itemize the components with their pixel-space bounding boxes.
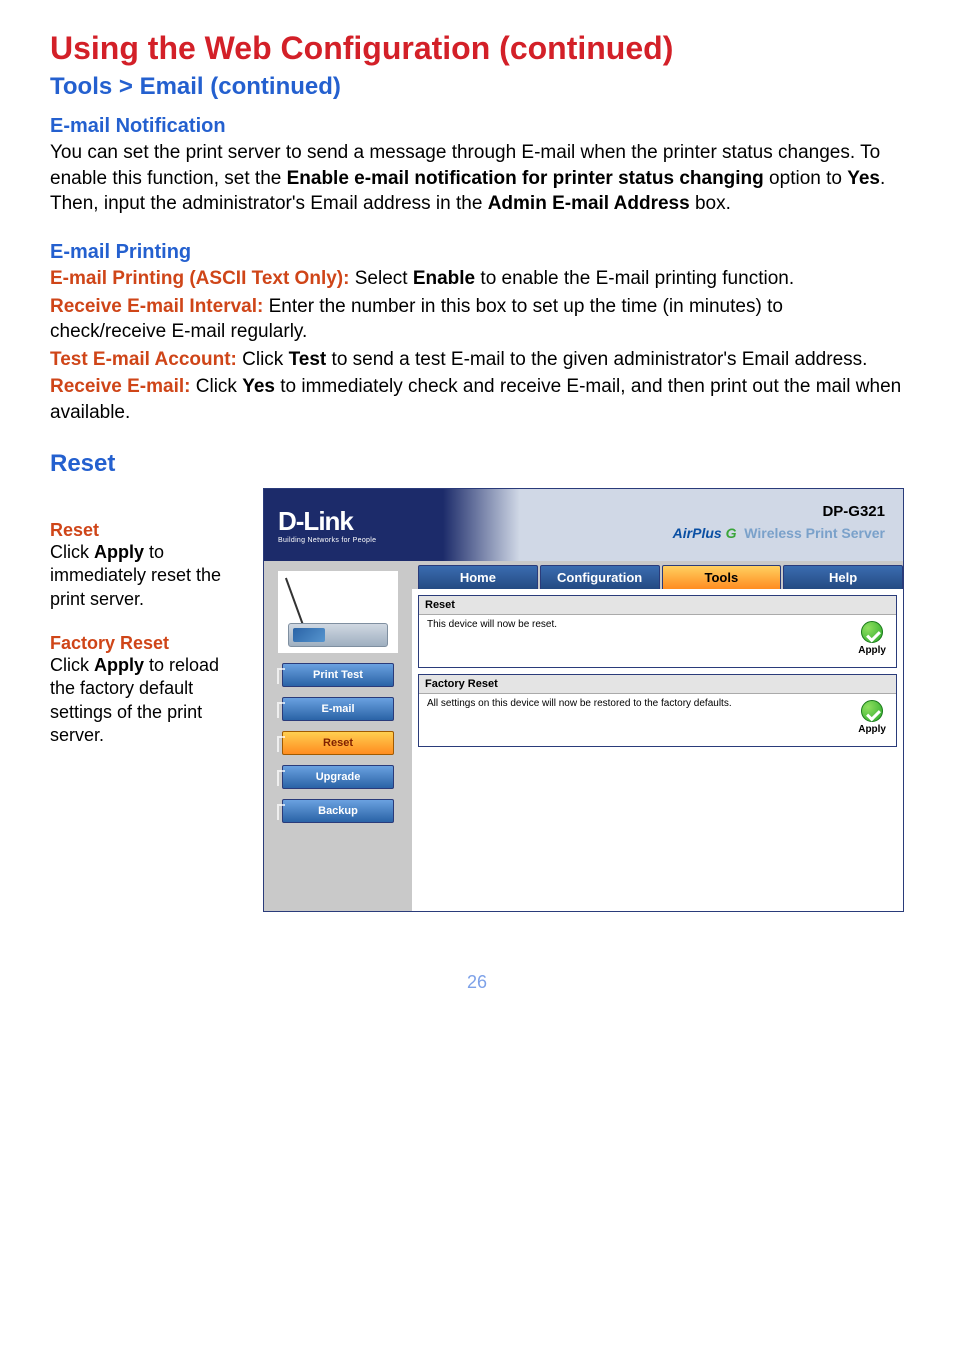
label: E-mail Printing (ASCII Text Only): xyxy=(50,268,355,289)
ui-sidebar: Print Test E-mail Reset Upgrade Backup xyxy=(264,561,412,911)
text-bold: Apply xyxy=(94,655,144,675)
section-subtitle: Tools > Email (continued) xyxy=(50,73,904,101)
tab-configuration[interactable]: Configuration xyxy=(540,565,660,589)
sidebar-item-backup[interactable]: Backup xyxy=(282,799,394,823)
brand-tagline: Building Networks for People xyxy=(278,537,376,544)
text-bold: Test xyxy=(289,349,327,370)
apply-button[interactable]: Apply xyxy=(858,621,886,656)
label: Test E-mail Account: xyxy=(50,349,242,370)
text: box. xyxy=(690,193,731,214)
model-label: DP-G321 xyxy=(822,503,885,520)
apply-button[interactable]: Apply xyxy=(858,700,886,735)
reset-panel-title: Reset xyxy=(419,596,896,615)
reset-heading: Reset xyxy=(50,450,904,478)
factory-reset-side-heading: Factory Reset xyxy=(50,633,245,654)
text: to enable the E-mail printing function. xyxy=(475,268,794,289)
text: Plus xyxy=(692,525,722,541)
email-printing-line2: Receive E-mail Interval: Enter the numbe… xyxy=(50,294,904,345)
email-notification-body: You can set the print server to send a m… xyxy=(50,140,904,217)
text: Air xyxy=(673,525,692,541)
factory-reset-panel-msg: All settings on this device will now be … xyxy=(427,698,732,709)
text: Click xyxy=(50,655,94,675)
reset-panel: Reset This device will now be reset. App… xyxy=(418,595,897,668)
tab-tools[interactable]: Tools xyxy=(662,565,782,589)
sidebar-item-reset[interactable]: Reset xyxy=(282,731,394,755)
page-title: Using the Web Configuration (continued) xyxy=(50,30,904,67)
factory-reset-panel-title: Factory Reset xyxy=(419,675,896,694)
text: Click xyxy=(242,349,288,370)
text: Select xyxy=(355,268,413,289)
text-bold: Admin E-mail Address xyxy=(488,193,690,214)
text: Wireless Print Server xyxy=(744,525,885,541)
apply-label: Apply xyxy=(858,724,886,735)
email-notification-heading: E-mail Notification xyxy=(50,115,904,138)
text-bold: Enable xyxy=(413,268,475,289)
ui-main: Home Configuration Tools Help Reset This… xyxy=(412,561,903,911)
sidebar-item-upgrade[interactable]: Upgrade xyxy=(282,765,394,789)
brand-logo: D-Link Building Networks for People xyxy=(278,506,376,544)
email-printing-line3: Test E-mail Account: Click Test to send … xyxy=(50,347,904,373)
text: option to xyxy=(764,168,847,189)
factory-reset-side-body: Click Apply to reload the factory defaul… xyxy=(50,654,245,748)
text: G xyxy=(726,525,737,541)
check-icon xyxy=(861,621,883,643)
text-bold: Enable e-mail notification for printer s… xyxy=(287,168,764,189)
reset-side-heading: Reset xyxy=(50,520,245,541)
text: to send a test E-mail to the given admin… xyxy=(326,349,867,370)
tab-help[interactable]: Help xyxy=(783,565,903,589)
sidebar-item-email[interactable]: E-mail xyxy=(282,697,394,721)
sidebar-item-print-test[interactable]: Print Test xyxy=(282,663,394,687)
tab-bar: Home Configuration Tools Help xyxy=(412,561,903,589)
label: Receive E-mail: xyxy=(50,376,196,397)
brand-name: D-Link xyxy=(278,506,376,537)
factory-reset-panel: Factory Reset All settings on this devic… xyxy=(418,674,897,747)
product-line-label: AirPlus G Wireless Print Server xyxy=(673,525,885,541)
text-bold: Yes xyxy=(242,376,275,397)
reset-panel-msg: This device will now be reset. xyxy=(427,619,557,630)
apply-label: Apply xyxy=(858,645,886,656)
ui-header: D-Link Building Networks for People DP-G… xyxy=(264,489,903,561)
page-number: 26 xyxy=(50,972,904,993)
text-bold: Apply xyxy=(94,542,144,562)
text: Click xyxy=(196,376,242,397)
tab-home[interactable]: Home xyxy=(418,565,538,589)
router-ui-screenshot: D-Link Building Networks for People DP-G… xyxy=(263,488,904,912)
text: Click xyxy=(50,542,94,562)
text-bold: Yes xyxy=(847,168,880,189)
email-printing-line4: Receive E-mail: Click Yes to immediately… xyxy=(50,374,904,425)
device-image xyxy=(278,571,398,653)
label: Receive E-mail Interval: xyxy=(50,296,269,317)
reset-side-body: Click Apply to immediately reset the pri… xyxy=(50,541,245,611)
email-printing-heading: E-mail Printing xyxy=(50,241,904,264)
check-icon xyxy=(861,700,883,722)
email-printing-line1: E-mail Printing (ASCII Text Only): Selec… xyxy=(50,266,904,292)
